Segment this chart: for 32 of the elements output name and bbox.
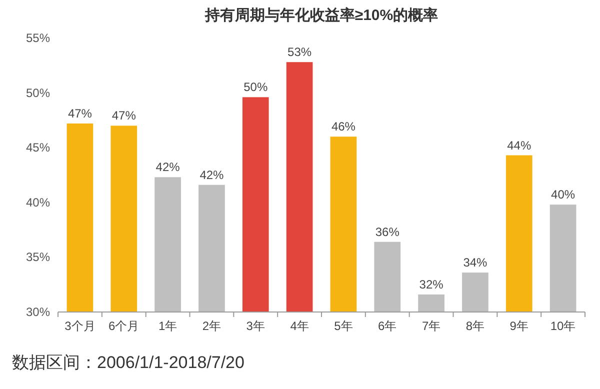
data-label: 42% (200, 168, 224, 182)
title: 持有周期与年化收益率≥10%的概率 (204, 7, 438, 24)
data-label: 50% (244, 80, 268, 94)
y-tick-label: 30% (26, 305, 50, 319)
data-label: 42% (156, 160, 180, 174)
x-tick-label: 4年 (290, 319, 309, 333)
data-label: 32% (419, 277, 444, 292)
y-tick-label: 55% (26, 31, 50, 45)
x-tick-label: 7年 (422, 319, 441, 333)
data-label: 40% (551, 188, 576, 202)
x-tick-label: 6年 (378, 319, 397, 333)
data-label: 46% (331, 120, 356, 134)
data-label: 44% (507, 138, 532, 152)
data-label: 47% (112, 108, 136, 123)
x-tick-label: 6个月 (108, 319, 140, 333)
data-label: 47% (68, 106, 92, 120)
y-tick-label: 50% (26, 86, 50, 100)
text: 数据区间：2006/1/1-2018/7/20 (12, 353, 244, 372)
x-tick-label: 3年 (246, 319, 265, 333)
x-tick-label: 2年 (202, 319, 222, 333)
data-label: 34% (463, 256, 488, 270)
x-tick-label: 9年 (510, 319, 528, 333)
x-tick-label: 1年 (158, 319, 178, 333)
y-tick-label: 35% (26, 250, 50, 264)
x-tick-label: 5年 (334, 319, 353, 333)
y-tick-label: 45% (26, 140, 50, 155)
x-tick-label: 10年 (550, 319, 576, 333)
data-label: 36% (375, 224, 400, 239)
y-tick-label: 40% (26, 195, 50, 210)
data-label: 53% (288, 45, 312, 60)
x-tick-label: 8年 (466, 319, 485, 333)
x-tick-label: 3个月 (64, 319, 96, 333)
